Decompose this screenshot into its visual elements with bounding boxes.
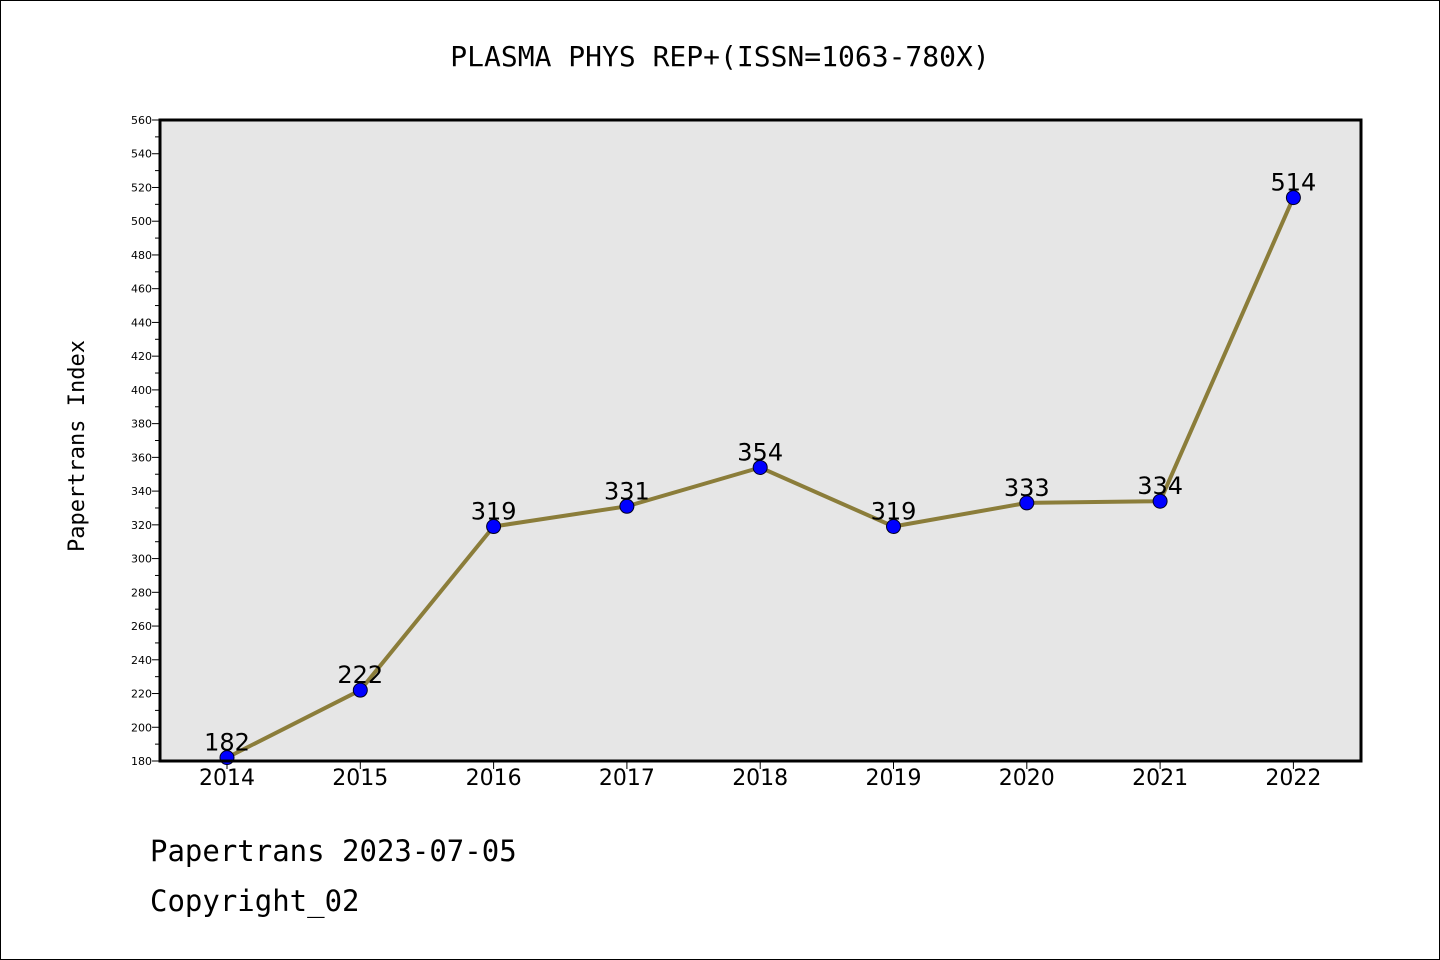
data-value-label: 319 <box>471 498 517 526</box>
footer-date-text: Papertrans 2023-07-05 <box>150 834 517 868</box>
y-tick-label: 460 <box>131 283 152 296</box>
data-point-marker <box>486 519 502 535</box>
y-tick-label: 520 <box>131 181 152 194</box>
y-tick-label: 380 <box>131 418 152 431</box>
x-tick-label: 2019 <box>866 766 922 791</box>
x-tick-label: 2022 <box>1265 766 1321 791</box>
y-tick-label: 280 <box>131 586 152 599</box>
x-tick-label: 2021 <box>1132 766 1188 791</box>
y-tick-label: 180 <box>131 755 152 768</box>
data-point-marker <box>352 682 368 698</box>
x-tick-label: 2018 <box>732 766 788 791</box>
y-tick-label: 440 <box>131 316 152 329</box>
y-tick-label: 320 <box>131 519 152 532</box>
y-axis-title: Papertrans Index <box>65 340 90 552</box>
y-tick-label: 340 <box>131 485 152 498</box>
y-tick-label: 500 <box>131 215 152 228</box>
data-point-marker <box>1019 495 1035 511</box>
data-value-label: 331 <box>604 477 650 505</box>
data-point-marker <box>752 459 768 475</box>
data-point-marker <box>1285 190 1301 206</box>
data-value-label: 333 <box>1004 474 1050 502</box>
data-value-label: 319 <box>871 498 917 526</box>
y-tick-label: 360 <box>131 451 152 464</box>
y-tick-label: 560 <box>131 114 152 127</box>
y-axis: 180 200 220 240 260 280 300 320 340 360 380 400 420 4… <box>131 114 160 768</box>
y-tick-label: 400 <box>131 384 152 397</box>
x-tick-label: 2020 <box>999 766 1055 791</box>
chart-title: PLASMA PHYS REP+(ISSN=1063-780X) <box>450 40 989 73</box>
footer-copyright-text: Copyright_02 <box>150 884 360 918</box>
x-axis: 2014 2015 2016 2017 2018 2019 2020 2021 2022 <box>199 761 1321 791</box>
data-point-marker <box>1152 493 1168 509</box>
y-tick-label: 240 <box>131 654 152 667</box>
data-value-label: 514 <box>1270 169 1316 197</box>
data-value-label: 182 <box>204 729 250 757</box>
x-tick-label: 2015 <box>332 766 388 791</box>
y-tick-label: 220 <box>131 688 152 701</box>
y-tick-label: 540 <box>131 148 152 161</box>
y-tick-label: 300 <box>131 553 152 566</box>
y-tick-label: 480 <box>131 249 152 262</box>
data-value-label: 334 <box>1137 472 1183 500</box>
data-point-marker <box>886 519 901 535</box>
x-tick-label: 2017 <box>599 766 655 791</box>
y-tick-label: 200 <box>131 721 152 734</box>
data-value-label: 354 <box>737 438 783 466</box>
plot-border <box>158 118 1363 763</box>
y-tick-label: 260 <box>131 620 152 633</box>
y-tick-label: 420 <box>131 350 152 363</box>
data-value-label: 222 <box>337 661 383 689</box>
series-layer: 182 222 319 331 354 319 333 334 514 <box>204 169 1316 766</box>
plot-area <box>160 120 1361 761</box>
x-tick-label: 2016 <box>466 766 522 791</box>
data-point-marker <box>619 498 635 514</box>
x-tick-label: 2014 <box>199 766 255 791</box>
